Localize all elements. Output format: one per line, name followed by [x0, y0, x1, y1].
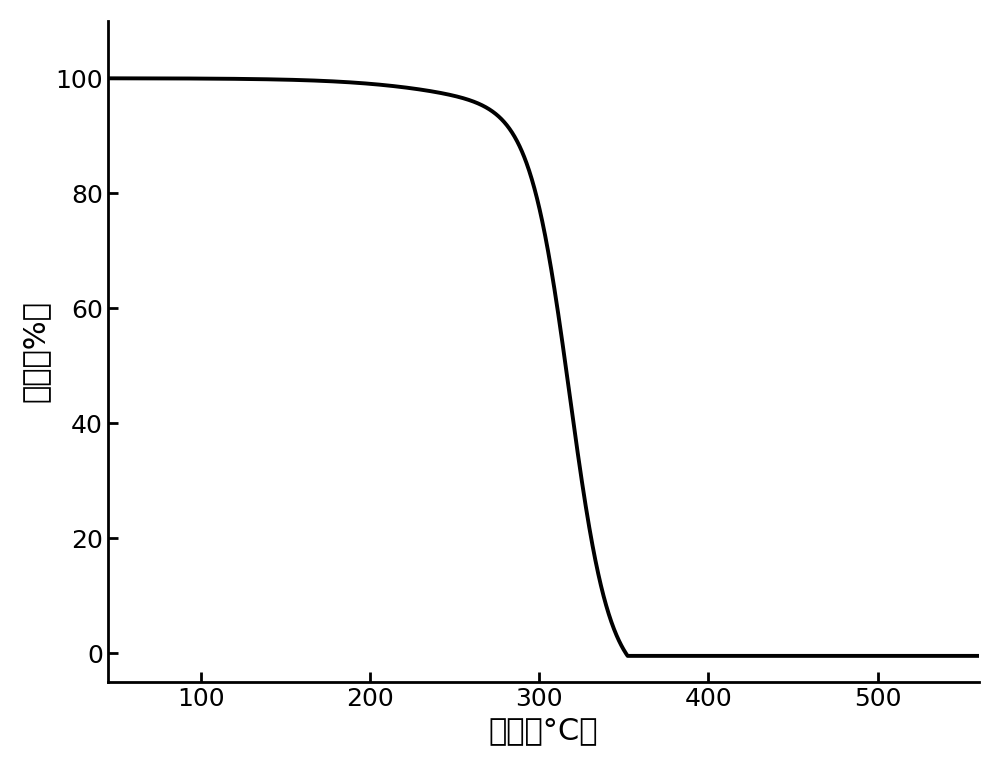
X-axis label: 温度（°C）: 温度（°C） — [489, 716, 598, 745]
Y-axis label: 重量（%）: 重量（%） — [21, 300, 50, 402]
